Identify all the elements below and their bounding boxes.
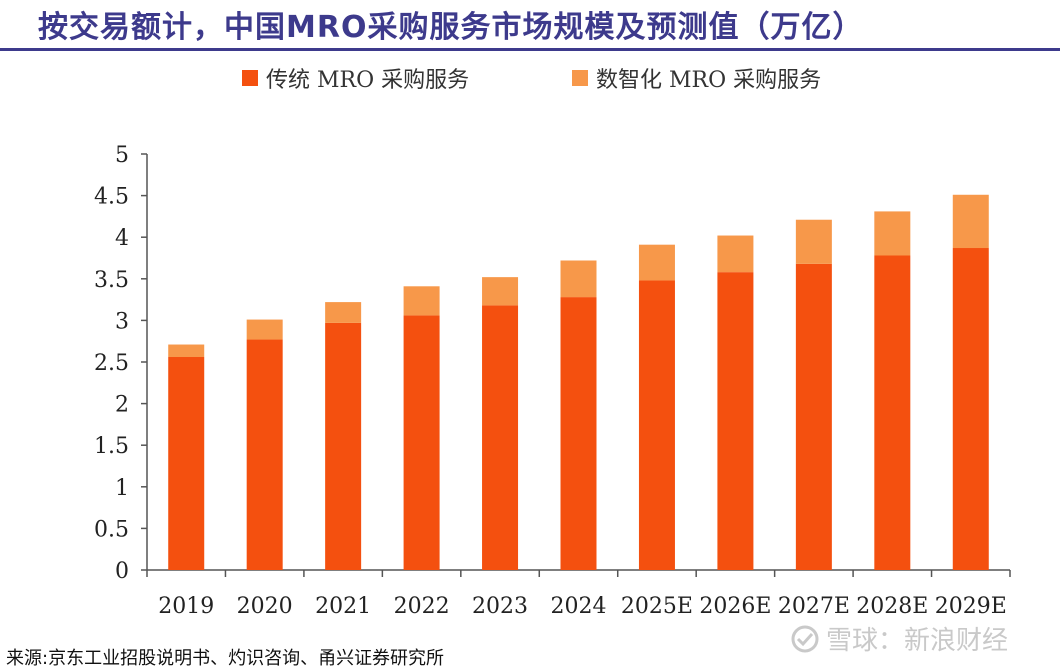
bar-2020-series-2 (246, 319, 283, 340)
bar-2022-series-2 (403, 286, 440, 316)
chart-title: 按交易额计，中国MRO采购服务市场规模及预测值（万亿） (38, 10, 864, 45)
y-tick-label: 5 (115, 143, 129, 168)
y-tick-label: 1 (115, 476, 129, 501)
x-tick-label: 2029E (935, 594, 1007, 616)
x-tick-label: 2028E (856, 594, 928, 616)
bar-2028E-series-1 (874, 255, 911, 570)
y-tick-label: 4.5 (94, 185, 129, 210)
x-tick-label: 2024 (551, 594, 607, 616)
bar-2019-series-1 (168, 357, 205, 570)
bar-2025E-series-2 (638, 244, 675, 281)
bar-2023-series-1 (482, 305, 519, 570)
bar-2026E-series-1 (717, 272, 754, 570)
bar-2027E-series-2 (795, 219, 832, 264)
y-tick-label: 3 (115, 309, 129, 334)
x-tick-label: 2021 (315, 594, 371, 616)
y-tick-label: 2 (115, 393, 129, 418)
bar-2022-series-1 (403, 315, 440, 570)
bar-2023-series-2 (482, 277, 519, 306)
x-tick-label: 2023 (472, 594, 528, 616)
x-tick-label: 2020 (237, 594, 293, 616)
x-tick-label: 2026E (699, 594, 771, 616)
y-tick-label: 0 (115, 559, 129, 584)
x-tick-label: 2027E (778, 594, 850, 616)
x-tick-label: 2025E (621, 594, 693, 616)
legend-swatch-1 (242, 70, 258, 86)
snowball-logo-icon (791, 625, 819, 652)
stacked-bar-chart: 传统 MRO 采购服务 数智化 MRO 采购服务 0 0.5 1 1.5 2 2.5 3 3.5 4… (94, 68, 1011, 616)
x-tick-label: 2019 (158, 594, 214, 616)
watermark: 雪球：新浪财经 (790, 620, 1008, 657)
bar-2021-series-2 (325, 302, 362, 323)
source-note: 来源:京东工业招股说明书、灼识咨询、甬兴证券研究所 (6, 648, 445, 669)
legend-label-2: 数智化 MRO 采购服务 (596, 68, 821, 93)
x-tick-label: 2022 (394, 594, 450, 616)
legend-swatch-2 (572, 70, 588, 86)
bar-2019-series-2 (168, 344, 205, 358)
title-divider (0, 48, 1060, 51)
y-tick-label: 3.5 (94, 268, 129, 293)
bar-2024-series-1 (560, 297, 597, 570)
bar-2025E-series-1 (638, 280, 675, 570)
bar-2027E-series-1 (795, 263, 832, 570)
y-tick-label: 4 (115, 226, 129, 251)
y-tick-label: 1.5 (94, 434, 129, 459)
bar-2029E-series-1 (952, 248, 989, 571)
legend-label-1: 传统 MRO 采购服务 (266, 68, 469, 93)
bar-2028E-series-2 (874, 211, 911, 256)
bar-2021-series-1 (325, 322, 362, 570)
watermark-text: 雪球：新浪财经 (826, 626, 1009, 656)
bar-2026E-series-2 (717, 235, 754, 273)
bar-2029E-series-2 (952, 194, 989, 249)
bar-2024-series-2 (560, 260, 597, 298)
bar-2020-series-1 (246, 339, 283, 570)
y-tick-label: 0.5 (94, 517, 129, 542)
y-tick-label: 2.5 (94, 351, 129, 376)
